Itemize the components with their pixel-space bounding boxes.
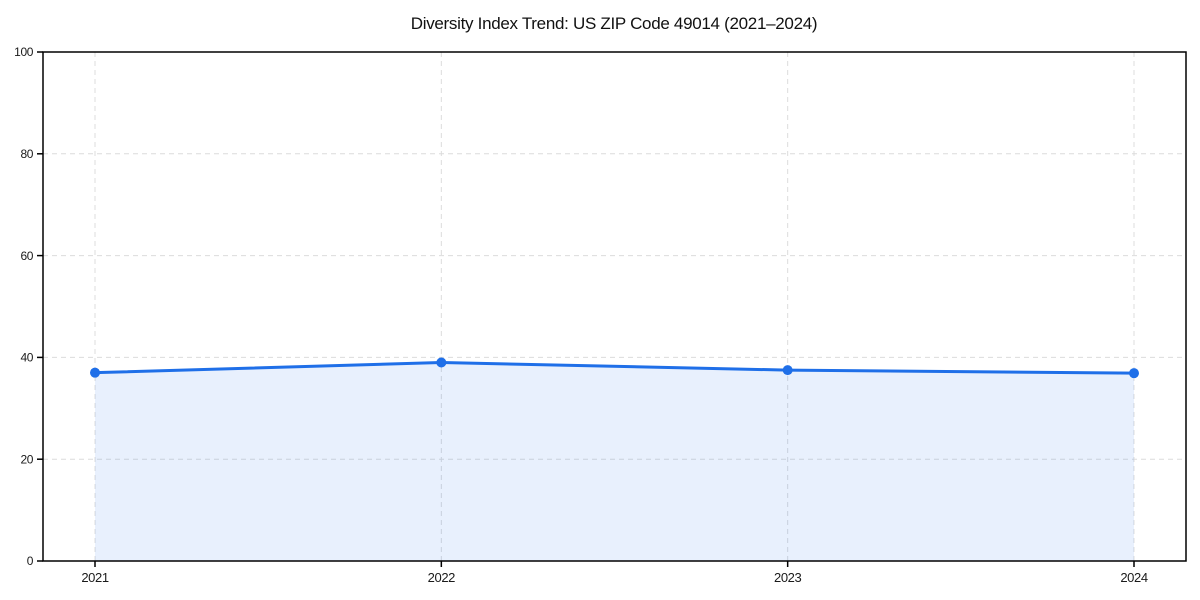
x-tick-label: 2024 bbox=[1120, 570, 1147, 585]
y-tick-label: 20 bbox=[20, 452, 33, 466]
chart-layers: 0 20 40 60 80 100 2021 2022 2023 2024 bbox=[14, 45, 1187, 585]
y-tick-label: 60 bbox=[20, 249, 33, 263]
y-tick-label: 40 bbox=[20, 351, 33, 365]
plot-border bbox=[42, 51, 1187, 562]
x-tick-label: 2021 bbox=[81, 570, 108, 585]
trend-line bbox=[93, 360, 1136, 375]
y-tick-label: 0 bbox=[27, 554, 34, 568]
area-fill bbox=[95, 362, 1134, 561]
data-point bbox=[436, 357, 447, 368]
y-tick-label: 100 bbox=[14, 45, 34, 59]
x-tick-label: 2022 bbox=[428, 570, 455, 585]
x-tick-label: 2023 bbox=[774, 570, 801, 585]
chart-title: Diversity Index Trend: US ZIP Code 49014… bbox=[411, 14, 818, 33]
data-point bbox=[90, 367, 100, 378]
data-point bbox=[782, 365, 793, 376]
y-tick-label: 80 bbox=[20, 147, 33, 161]
data-point bbox=[1129, 368, 1139, 379]
